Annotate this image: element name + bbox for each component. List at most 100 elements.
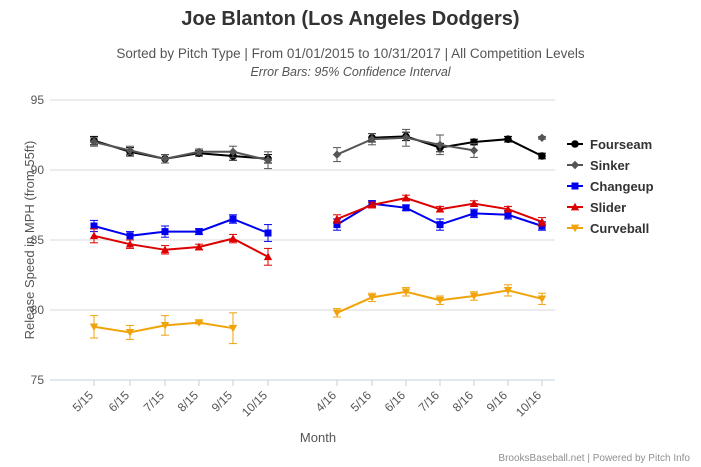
legend-label-sinker: Sinker — [590, 158, 630, 173]
legend-label-slider: Slider — [590, 200, 626, 215]
data-point-changeup — [229, 215, 237, 223]
data-point-changeup — [504, 211, 512, 219]
data-point-changeup — [126, 232, 134, 240]
data-point-changeup — [470, 209, 478, 217]
data-point-slider — [125, 240, 135, 248]
legend-marker-fourseam — [571, 140, 579, 148]
data-point-sinker — [89, 137, 99, 147]
data-point-slider — [228, 234, 238, 242]
x-axis-title: Month — [300, 430, 336, 445]
data-point-slider — [367, 200, 377, 209]
data-point-curveball — [537, 295, 547, 303]
legend-item-slider[interactable]: Slider — [567, 200, 626, 215]
x-tick-label: 6/16 — [382, 388, 409, 415]
series-sinker — [89, 128, 547, 170]
data-point-curveball — [125, 329, 135, 337]
legend-item-fourseam[interactable]: Fourseam — [567, 137, 652, 152]
data-point-changeup — [264, 229, 272, 237]
y-tick-label: 95 — [31, 93, 45, 107]
data-point-slider — [435, 205, 445, 213]
data-point-curveball — [332, 309, 342, 317]
legend-item-curveball[interactable]: Curveball — [567, 221, 649, 236]
data-point-sinker — [263, 156, 273, 165]
series-line-fourseam — [371, 135, 543, 157]
data-point-changeup — [195, 228, 203, 236]
chart-subtitle-error-bars: Error Bars: 95% Confidence Interval — [250, 65, 451, 79]
x-tick-label: 8/16 — [450, 388, 477, 415]
axes: Release Speed in MPH (from 55ft) Month 7… — [22, 93, 544, 445]
data-point-sinker — [401, 133, 411, 142]
y-tick-label: 80 — [31, 303, 45, 317]
x-tick-label: 9/15 — [209, 388, 236, 415]
data-point-curveball — [401, 288, 411, 296]
x-tick-label: 7/16 — [416, 388, 443, 415]
data-point-slider — [401, 193, 411, 202]
x-tick-label: 4/16 — [313, 388, 340, 415]
data-point-curveball — [367, 294, 377, 302]
data-point-sinker — [125, 146, 135, 155]
data-point-curveball — [503, 287, 513, 295]
data-point-curveball — [194, 319, 204, 327]
data-point-fourseam — [538, 152, 546, 160]
data-point-slider — [89, 231, 99, 240]
data-point-slider — [537, 217, 547, 226]
series-line-sinker — [93, 141, 269, 162]
data-point-changeup — [402, 204, 410, 212]
data-point-changeup — [90, 222, 98, 230]
data-point-curveball — [228, 324, 238, 333]
series-fourseam — [90, 131, 546, 164]
legend-label-changeup: Changeup — [590, 179, 654, 194]
chart-title: Joe Blanton (Los Angeles Dodgers) — [181, 8, 520, 30]
series-line-slider — [93, 234, 269, 258]
data-point-curveball — [89, 323, 99, 331]
x-tick-label: 10/15 — [239, 388, 270, 419]
x-tick-label: 5/16 — [348, 388, 375, 415]
legend-label-fourseam: Fourseam — [590, 137, 652, 152]
series-slider — [89, 193, 547, 266]
x-tick-label: 6/15 — [106, 388, 133, 415]
x-tick-label: 7/15 — [141, 388, 168, 415]
data-point-slider — [503, 205, 513, 213]
grid — [50, 99, 555, 381]
data-point-curveball — [435, 296, 445, 305]
legend-item-changeup[interactable]: Changeup — [567, 179, 654, 194]
legend-marker-sinker — [570, 160, 580, 170]
data-point-sinker — [469, 146, 479, 155]
legend-marker-changeup — [571, 182, 579, 190]
chart-subtitle: Sorted by Pitch Type | From 01/01/2015 t… — [116, 46, 585, 61]
data-point-sinker — [228, 147, 238, 156]
legend-item-sinker[interactable]: Sinker — [567, 158, 630, 173]
y-tick-label: 90 — [31, 163, 45, 177]
legend-marker-slider — [570, 202, 580, 211]
y-tick-label: 75 — [31, 373, 45, 387]
data-point-sinker — [537, 133, 547, 142]
data-point-sinker — [160, 154, 170, 163]
data-point-slider — [160, 245, 170, 254]
data-point-slider — [194, 242, 204, 251]
y-axis-title: Release Speed in MPH (from 55ft) — [22, 141, 37, 340]
data-point-changeup — [161, 228, 169, 236]
x-tick-label: 8/15 — [175, 388, 202, 415]
data-point-slider — [332, 214, 342, 223]
x-tick-label: 9/16 — [484, 388, 511, 415]
data-point-slider — [469, 199, 479, 207]
legend-label-curveball: Curveball — [590, 221, 649, 236]
credits[interactable]: BrooksBaseball.net | Powered by Pitch In… — [498, 453, 690, 464]
series — [89, 128, 547, 345]
series-curveball — [89, 284, 547, 345]
legend[interactable]: Fourseam Sinker Changeup Slider Curveball — [567, 137, 654, 236]
series-line-changeup — [93, 217, 269, 237]
data-point-sinker — [435, 140, 445, 149]
data-point-fourseam — [504, 135, 512, 143]
data-point-curveball — [469, 292, 479, 301]
data-point-slider — [263, 252, 273, 261]
y-tick-label: 85 — [31, 233, 45, 247]
data-point-sinker — [194, 147, 204, 156]
x-tick-label: 10/16 — [513, 388, 544, 419]
legend-marker-curveball — [570, 224, 580, 233]
x-tick-label: 5/15 — [70, 388, 97, 415]
data-point-curveball — [160, 322, 170, 330]
data-point-changeup — [436, 221, 444, 229]
